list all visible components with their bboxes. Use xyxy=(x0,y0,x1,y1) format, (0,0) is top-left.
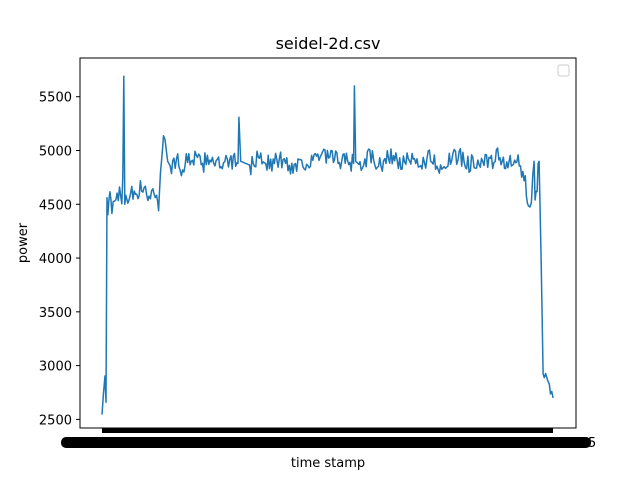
plot-area xyxy=(101,75,554,415)
y-tick-label: 2500 xyxy=(39,413,72,428)
y-tick-label: 3000 xyxy=(39,360,72,375)
series-line xyxy=(101,75,554,415)
y-tick-label: 3500 xyxy=(39,306,72,321)
plot-frame xyxy=(79,57,577,429)
x-tick-labels-overlapped xyxy=(61,437,591,448)
y-tick-label: 5500 xyxy=(39,91,72,106)
legend-box xyxy=(557,64,570,77)
x-tick-marks-dense xyxy=(102,428,553,433)
y-tick-label: 4000 xyxy=(39,252,72,267)
x-axis-ticks: 5 xyxy=(61,428,596,451)
x-tick-label-tail: 5 xyxy=(588,436,596,451)
x-axis-label: time stamp xyxy=(291,456,365,471)
y-tick-label: 4500 xyxy=(39,198,72,213)
y-axis-ticks: 2500 3000 3500 4000 4500 5000 5500 xyxy=(39,91,80,428)
y-tick-label: 5000 xyxy=(39,145,72,160)
y-axis-label: power xyxy=(16,222,31,263)
chart-title: seidel-2d.csv xyxy=(276,34,381,53)
